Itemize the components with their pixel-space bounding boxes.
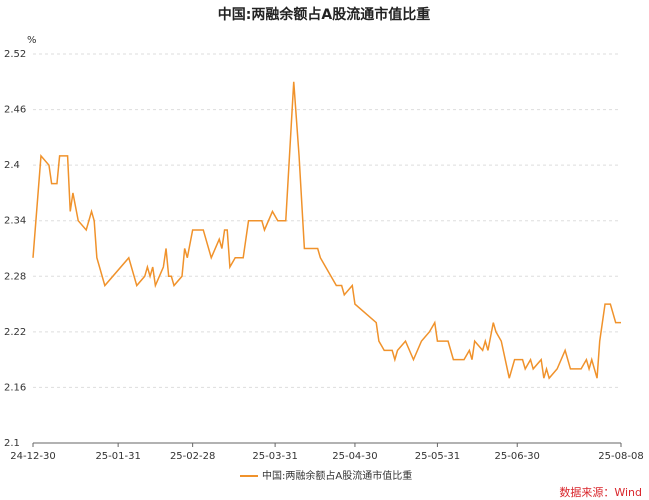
- y-tick-label: 2.34: [4, 216, 26, 227]
- x-tick-label: 25-06-30: [495, 451, 540, 462]
- line-series: [32, 81, 621, 380]
- x-tick-label: 25-04-30: [332, 451, 377, 462]
- x-tick-label: 24-12-30: [10, 451, 55, 462]
- y-tick-label: 2.1: [4, 438, 20, 449]
- y-unit: %: [27, 35, 37, 46]
- x-tick-label: 25-05-31: [415, 451, 460, 462]
- y-tick-label: 2.28: [4, 271, 26, 282]
- y-tick-label: 2.4: [4, 160, 20, 171]
- x-tick-label: 25-01-31: [95, 451, 140, 462]
- y-tick-label: 2.16: [4, 382, 26, 393]
- legend-label: 中国:两融余额占A股流通市值比重: [262, 469, 412, 482]
- x-tick-label: 25-08-08: [598, 451, 643, 462]
- x-tick-label: 25-02-28: [170, 451, 215, 462]
- y-tick-label: 2.52: [4, 49, 26, 60]
- y-tick-label: 2.22: [4, 327, 26, 338]
- chart-title: 中国:两融余额占A股流通市值比重: [218, 6, 430, 23]
- y-tick-label: 2.46: [4, 105, 26, 116]
- source: 数据来源：Wind: [559, 485, 642, 499]
- x-tick-label: 25-03-31: [252, 451, 297, 462]
